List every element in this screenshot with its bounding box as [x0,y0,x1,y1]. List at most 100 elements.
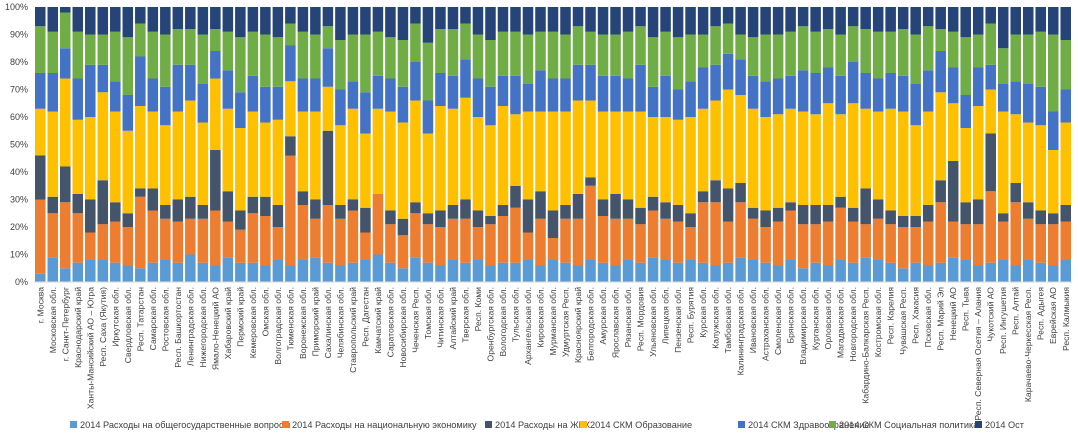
bar-segment [560,205,571,219]
bar-segment [660,31,671,76]
bar-segment [835,260,846,282]
bar-segment [997,213,1009,222]
bar-segment [397,40,409,87]
bar-segment [735,34,746,60]
bar-segment [685,7,696,35]
bar-segment [722,23,734,54]
bar-segment [972,199,984,225]
bar-segment [672,262,684,282]
legend-label: 2014 Ост [985,420,1025,430]
bar-segment [235,37,246,93]
bar-segment [660,7,671,32]
bar-segment [447,218,459,260]
bar-segment [897,7,909,29]
category-label: Самарская обл. [148,287,158,350]
bar-segment [947,7,959,32]
bar-segment [1060,122,1071,205]
bar-segment [722,53,734,90]
bar-segment [147,111,159,189]
bar-segment [447,29,459,76]
bar-segment [410,202,421,214]
bar-segment [885,262,896,282]
bar-segment [760,117,771,211]
bar-segment [772,265,784,282]
bar-segment [410,62,421,101]
bar-segment [172,7,184,29]
bar-segment [472,117,484,211]
bar-segment [422,224,434,263]
legend-swatch [282,421,289,428]
bar-segment [997,260,1009,282]
bar-segment [472,227,484,260]
bar-segment [810,114,821,205]
bar-segment [622,7,634,32]
bar-segment [97,92,109,181]
bar-segment [1022,218,1034,260]
bar-segment [847,103,859,208]
category-label: Саратовская обл. [385,287,395,357]
bar-segment [185,196,196,219]
category-label: Волгоградская обл. [273,287,283,365]
category-label: Красноярский край [573,287,583,363]
bar-segment [510,114,521,186]
bar-segment [560,7,571,35]
bar-segment [322,262,334,282]
bar-segment [560,78,571,112]
bar-segment [322,48,334,87]
bar-segment [260,265,271,282]
bar-segment [972,224,984,266]
bar-segment [622,260,634,282]
category-label: Ленинградская обл. [185,287,195,366]
bar-segment [810,224,821,263]
bar-segment [372,108,384,194]
bar-segment [85,260,96,282]
bar-segment [347,34,359,82]
bar-segment [497,262,509,282]
bar-segment [260,216,271,266]
bar-segment [972,106,984,200]
bar-segment [460,199,471,219]
category-label: Респ. Бурятия [686,287,696,344]
bar-segment [585,177,596,186]
category-label: Респ. Северная Осетия – Алания [973,287,983,421]
bar-segment [72,194,84,214]
bar-segment [610,34,621,76]
category-label: Курская обл. [698,287,708,338]
bar-segment [835,114,846,197]
bar-segment [610,75,621,112]
bar-segment [585,260,596,282]
bar-segment [860,29,871,73]
category-label: Новгородская обл. [848,287,858,361]
bar-segment [222,191,234,222]
bar-segment [647,257,659,282]
bar-segment [785,7,796,32]
bar-segment [522,84,534,112]
bar-segment [910,125,921,216]
bar-segment [185,64,196,101]
bar-segment [1060,260,1071,282]
category-label: Московская обл. [48,287,58,353]
category-label: Костромская обл. [873,287,883,357]
bar-segment [160,218,171,260]
bar-segment [585,100,596,178]
category-label: Ярославская обл. [611,287,621,358]
category-label: Кемеровская обл. [248,287,258,358]
bar-segment [985,89,996,134]
bar-segment [547,7,559,32]
bar-segment [160,125,171,205]
bar-segment [272,205,284,227]
bar-segment [72,119,84,194]
bar-segment [660,117,671,203]
bar-segment [222,70,234,109]
bar-segment [160,34,171,87]
bar-segment [1047,34,1059,112]
bar-segment [522,199,534,233]
bar-segment [772,34,784,79]
bar-segment [547,31,559,79]
legend-label: 2014 СКМ Социальная политика [839,420,979,430]
bar-segment [810,73,821,115]
bar-segment [322,130,334,205]
bar-segment [747,218,759,260]
bar-segment [635,7,646,27]
bar-segment [1022,7,1034,35]
